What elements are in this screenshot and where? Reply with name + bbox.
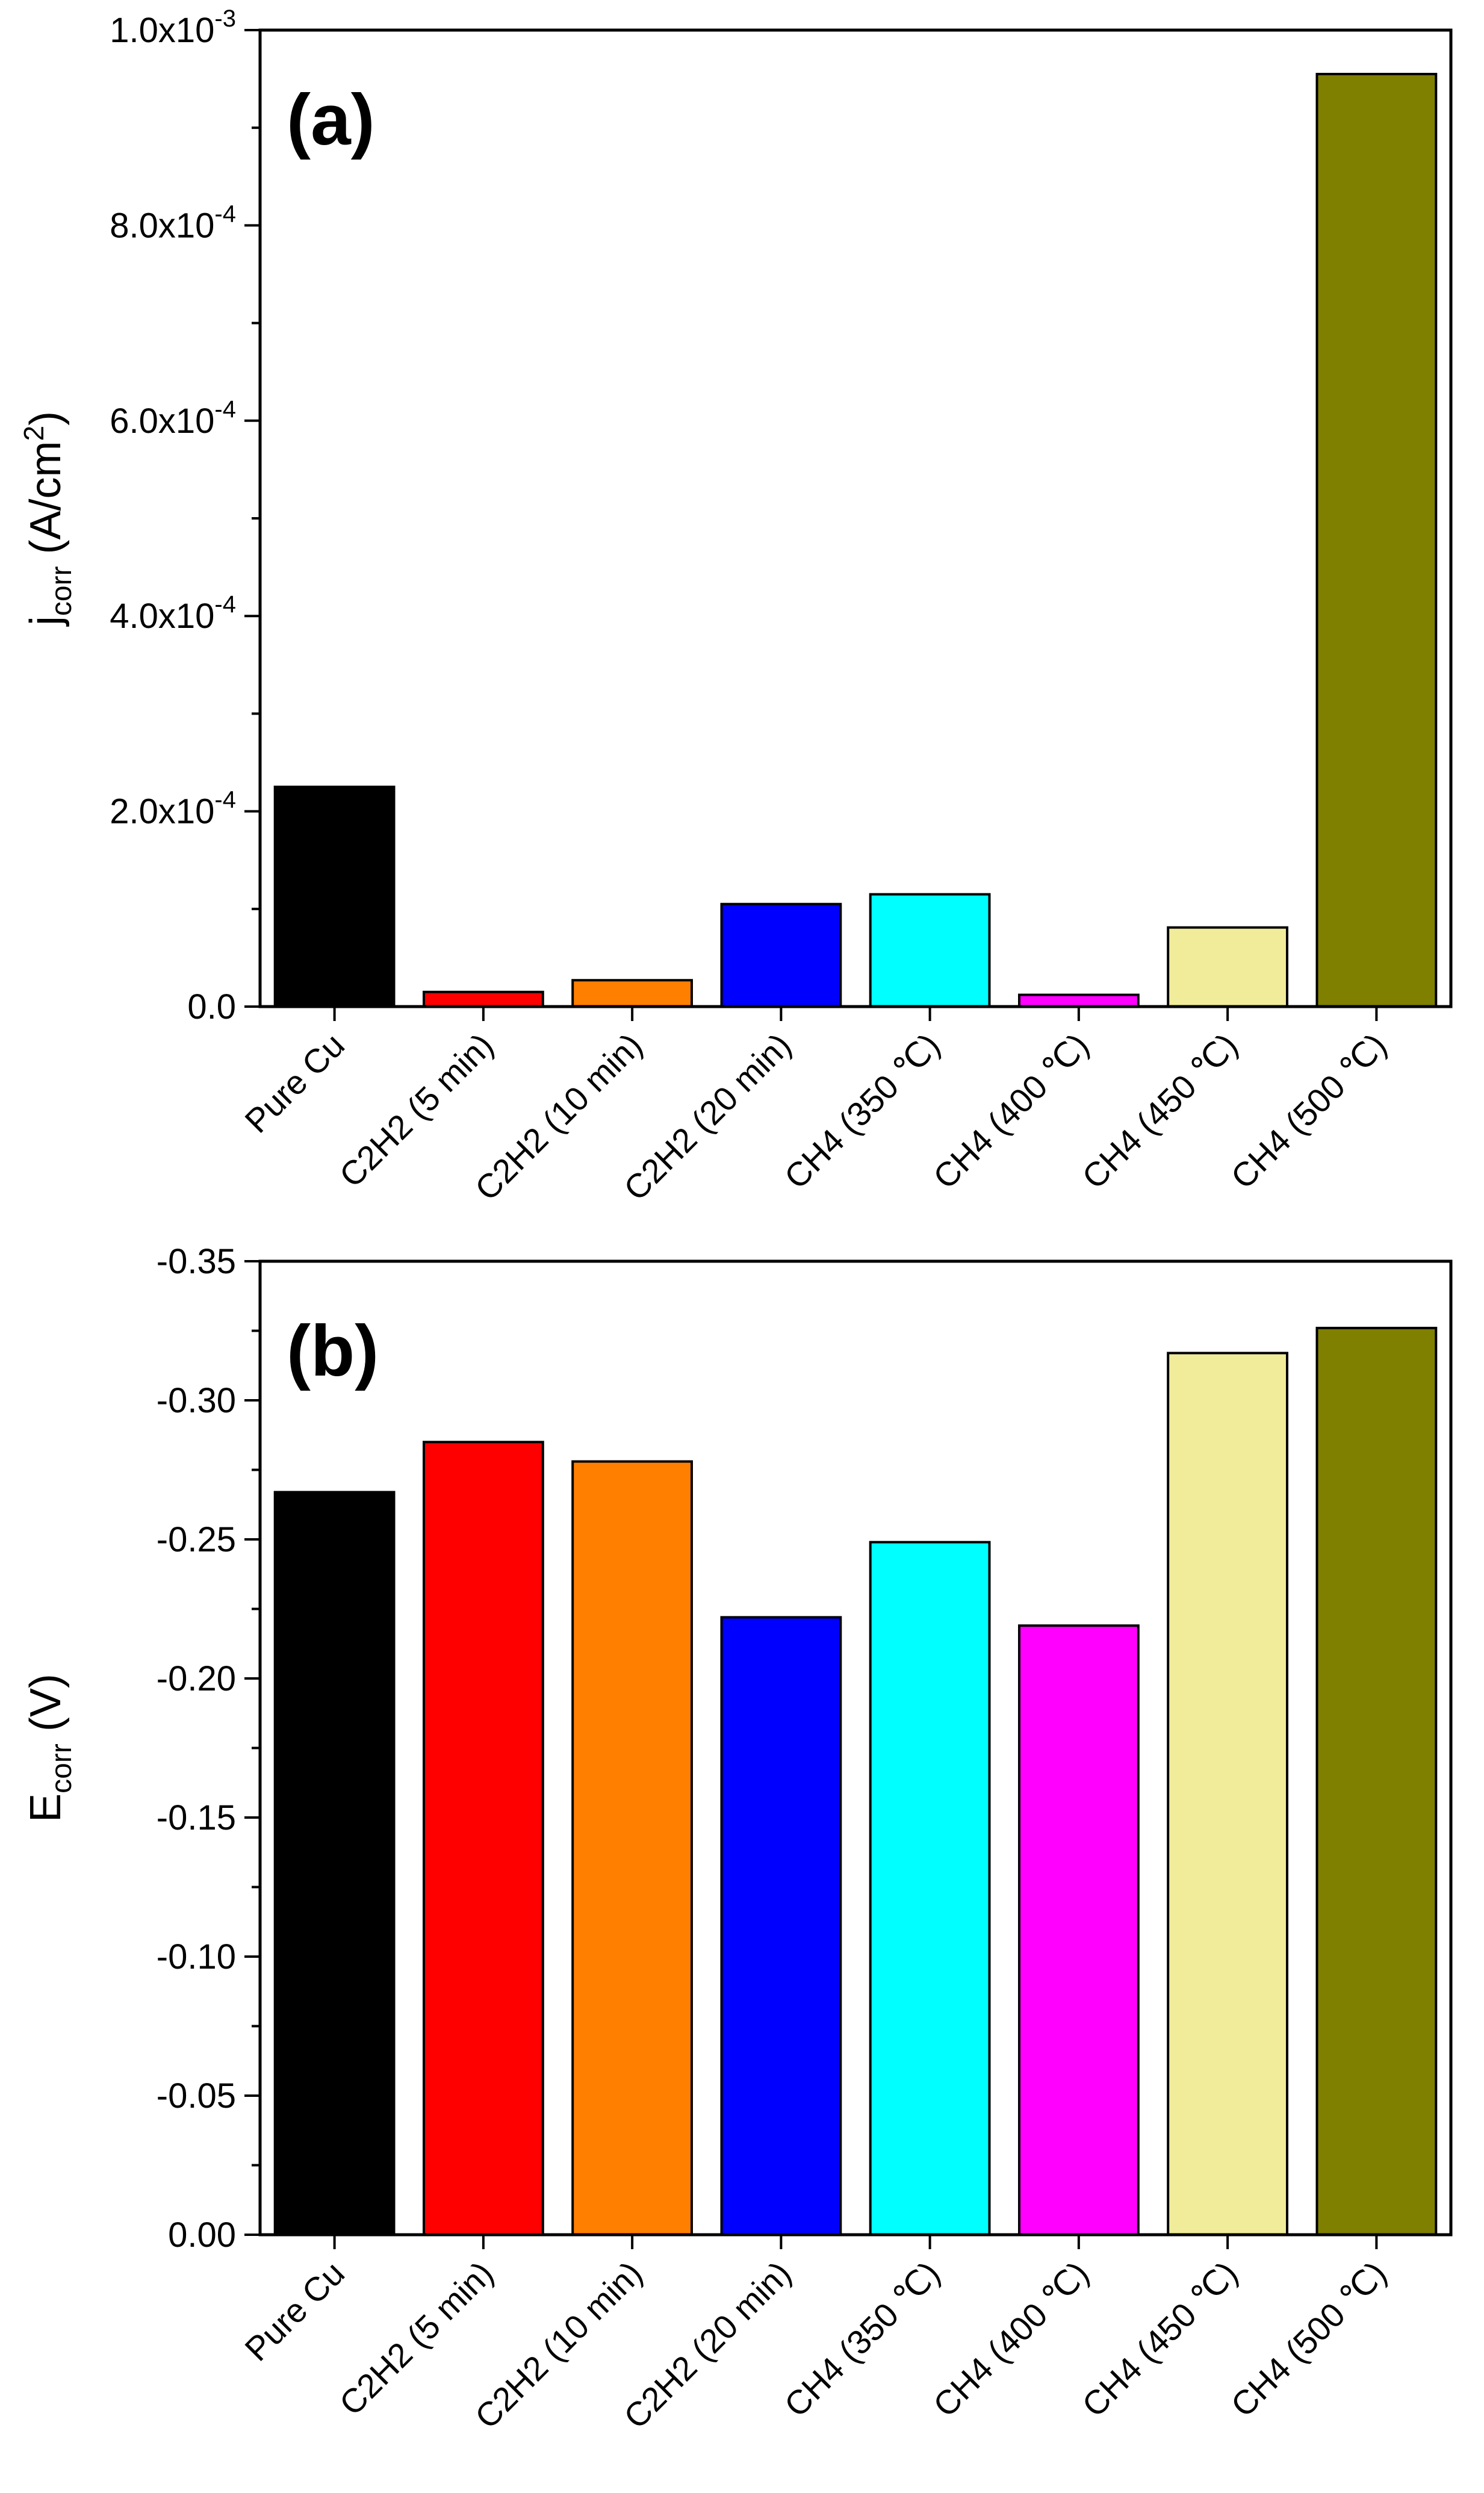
bar-b-8 (1315, 1326, 1438, 2236)
bar-a-3 (571, 979, 694, 1008)
bar-b-7 (1167, 1352, 1288, 2236)
panel-a-current-density: 0.0 2.0x10-4 4.0x10-4 6.0x10-4 8.0x10-4 1.0x1… (18, 5, 1453, 1208)
category-label-a-1: Pure Cu (237, 1026, 352, 1140)
bar-b-6 (1018, 1624, 1140, 2236)
bar-a-7 (1167, 926, 1288, 1008)
category-label-a-2: C2H2 (5 min) (332, 1026, 500, 1194)
y-tick-label-b-5: -0.25 (157, 1520, 236, 1559)
y-tick-label-a-1: 2.0x10-4 (110, 787, 236, 831)
panel-b-corrosion-potential: 0.00 -0.05 -0.10 -0.15 -0.20 -0.25 -0.30 -0.35 P… (22, 1242, 1453, 2436)
bar-a-2 (423, 990, 544, 1008)
panel-label-b: (b) (287, 1311, 379, 1391)
bar-b-2 (423, 1441, 544, 2236)
category-label-b-7: CH4 (450 ℃) (1075, 2254, 1245, 2424)
y-tick-label-a-0: 0.0 (187, 987, 236, 1026)
bar-a-4 (720, 902, 842, 1008)
bar-a-6 (1018, 993, 1140, 1008)
category-label-a-5: CH4 (350 ℃) (777, 1026, 947, 1196)
bar-a-5 (869, 893, 991, 1008)
category-label-a-7: CH4 (450 ℃) (1075, 1026, 1245, 1196)
y-tick-label-b-0: 0.00 (168, 2215, 236, 2255)
y-axis-title-a: jcorr (A/cm2) (18, 411, 78, 627)
bar-b-1 (273, 1491, 396, 2236)
bar-a-8 (1315, 73, 1438, 1008)
y-tick-label-a-4: 8.0x10-4 (110, 200, 236, 245)
category-label-b-6: CH4 (400 ℃) (926, 2254, 1096, 2424)
category-label-a-8: CH4 (500 ℃) (1223, 1026, 1394, 1196)
y-tick-label-b-1: -0.05 (157, 2076, 236, 2116)
y-tick-label-b-3: -0.15 (157, 1798, 236, 1837)
category-label-b-5: CH4 (350 ℃) (777, 2254, 947, 2424)
category-label-a-6: CH4 (400 ℃) (926, 1026, 1096, 1196)
bar-a-1 (273, 786, 396, 1008)
plot-frame-a (258, 28, 1453, 1008)
category-label-b-1: Pure Cu (237, 2254, 352, 2368)
y-tick-label-b-2: -0.10 (157, 1937, 236, 1976)
y-tick-label-b-7: -0.35 (157, 1242, 236, 1281)
y-axis-title-b: Ecorr (V) (22, 1674, 78, 1822)
bar-b-4 (720, 1616, 842, 2236)
category-label-b-2: C2H2 (5 min) (332, 2254, 500, 2423)
panel-label-a: (a) (287, 79, 375, 160)
category-label-b-8: CH4 (500 ℃) (1223, 2254, 1394, 2424)
y-tick-label-a-3: 6.0x10-4 (110, 396, 236, 441)
bar-b-5 (869, 1541, 991, 2237)
y-tick-label-b-4: -0.20 (157, 1659, 236, 1698)
y-tick-label-a-2: 4.0x10-4 (110, 591, 236, 636)
y-tick-label-b-6: -0.30 (157, 1381, 236, 1420)
y-tick-label-a-5: 1.0x10-3 (110, 5, 236, 50)
bar-b-3 (571, 1460, 694, 2237)
